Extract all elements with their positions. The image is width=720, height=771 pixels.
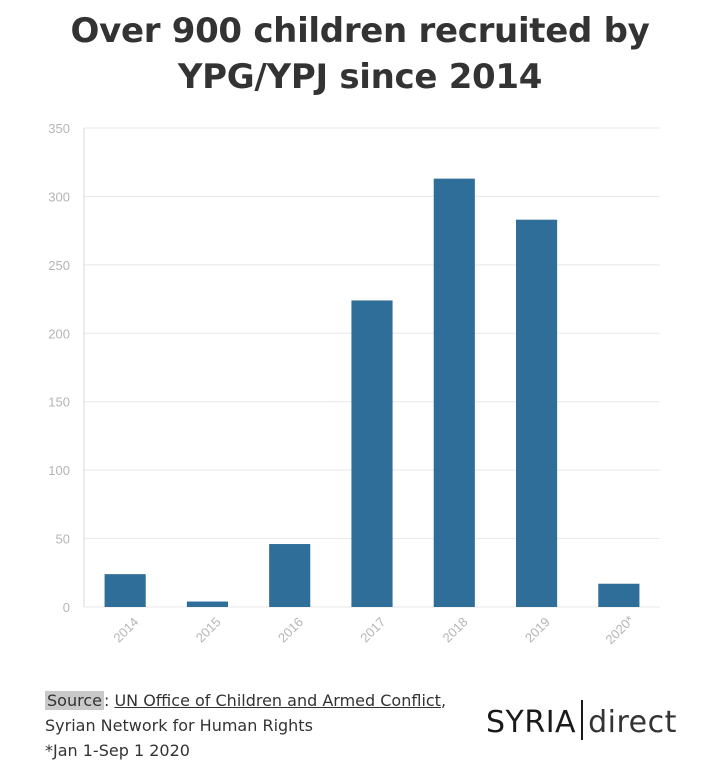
chart-title-line-2: YPG/YPJ since 2014 — [177, 57, 543, 97]
x-tick-label: 2014 — [110, 614, 141, 645]
bar-2018[interactable] — [433, 178, 475, 607]
chart-footer: Source: UN Office of Children and Armed … — [45, 688, 446, 763]
x-tick-label: 2018 — [440, 614, 471, 645]
logo-divider — [581, 700, 584, 740]
logo-syria-text: SYRIA — [486, 705, 577, 740]
chart-title: Over 900 children recruited by YPG/YPJ s… — [0, 8, 720, 100]
bar-2019[interactable] — [516, 219, 558, 607]
bar-2017[interactable] — [351, 300, 393, 607]
x-tick-label: 2020* — [602, 612, 637, 647]
y-tick-label: 300 — [48, 189, 70, 204]
chart-title-line-1: Over 900 children recruited by — [70, 11, 650, 51]
bar-2015[interactable] — [186, 601, 228, 607]
source-line: Source: UN Office of Children and Armed … — [45, 688, 446, 713]
logo-direct-text: direct — [588, 705, 677, 740]
y-tick-label: 0 — [63, 600, 70, 615]
y-tick-label: 350 — [48, 121, 70, 136]
bar-chart: 0 50 100 150 200 250 300 350 2014 2015 2016 2017 201… — [48, 121, 660, 647]
x-tick-label: 2017 — [357, 614, 388, 645]
y-tick-label: 250 — [48, 258, 70, 273]
source-link[interactable]: UN Office of Children and Armed Conflict — [114, 691, 441, 710]
syria-direct-logo: SYRIA direct — [486, 700, 677, 745]
bar-2016[interactable] — [269, 544, 311, 607]
source-comma: , — [440, 691, 447, 710]
x-tick-label: 2015 — [193, 614, 224, 645]
x-tick-label: 2019 — [522, 614, 553, 645]
source-separator: : — [103, 691, 115, 710]
source-line-2: Syrian Network for Human Rights — [45, 716, 313, 735]
source-label: Source — [45, 691, 104, 710]
x-tick-label: 2016 — [275, 614, 306, 645]
y-tick-label: 50 — [56, 532, 70, 547]
y-tick-label: 200 — [48, 326, 70, 341]
footnote: *Jan 1-Sep 1 2020 — [45, 741, 190, 760]
y-tick-label: 100 — [48, 463, 70, 478]
bar-2014[interactable] — [104, 574, 146, 607]
y-tick-label: 150 — [48, 395, 70, 410]
bar-2020[interactable] — [598, 583, 640, 607]
